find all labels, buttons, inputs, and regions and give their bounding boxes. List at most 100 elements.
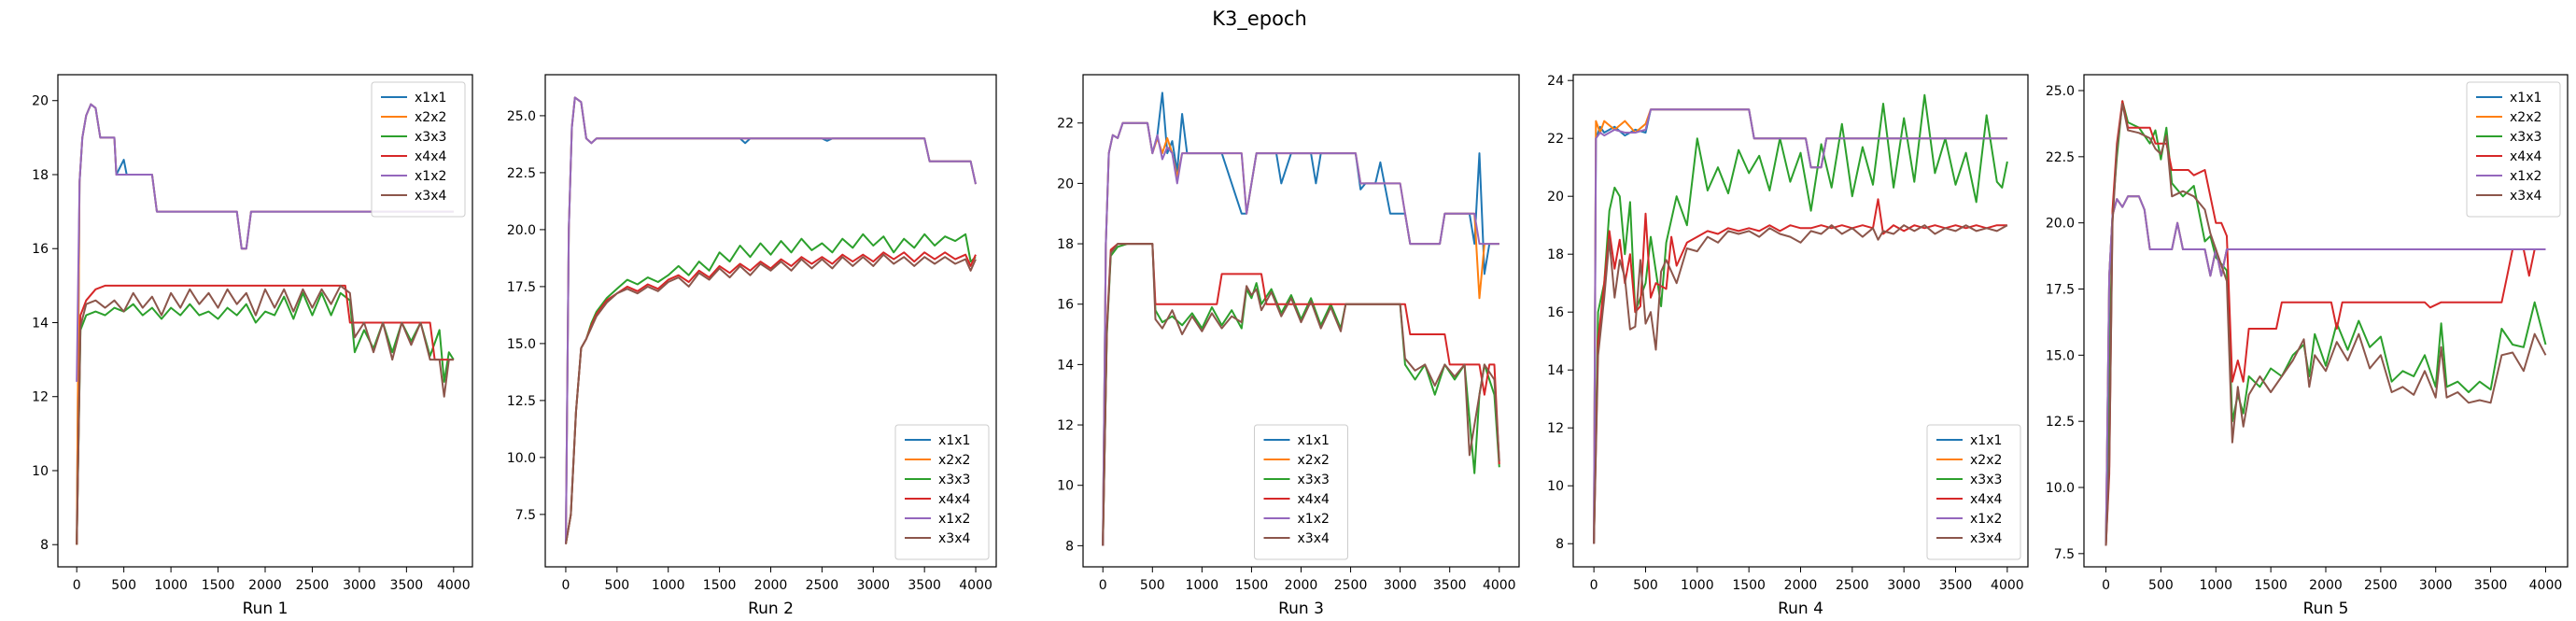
x-axis-label: Run 5 [2303,600,2349,618]
x-tick-label: 2500 [2364,578,2398,593]
legend-label-x3x4: x3x4 [415,189,446,204]
x-tick-label: 4000 [437,578,471,593]
x-tick-label: 2000 [754,578,788,593]
series-line-x3x4 [2104,103,2547,546]
y-tick-label: 12 [1547,421,1564,436]
y-tick-label: 22 [1057,117,1074,132]
y-tick-label: 18 [1057,237,1074,252]
legend-label-x4x4: x4x4 [938,492,970,507]
y-tick-label: 25.0 [507,109,536,124]
x-tick-label: 4000 [959,578,992,593]
legend: x1x1 x2x2 x3x3 x4x4 x1x2 x3x4 [1254,424,1348,560]
y-tick-label: 22.5 [2046,150,2075,165]
series-line-x3x3 [565,233,977,544]
legend-label-x4x4: x4x4 [1298,492,1330,507]
x-tick-label: 2500 [1334,578,1368,593]
x-tick-label: 500 [111,578,136,593]
series-line-x4x4 [1593,198,2007,544]
series-line-x4x4 [76,284,454,545]
series-line-x3x4 [565,253,977,544]
y-tick-label: 12.5 [2046,415,2075,430]
y-tick-label: 22 [1547,132,1564,147]
y-tick-label: 18 [1547,247,1564,262]
x-axis-label: Run 2 [748,600,794,618]
subplot-1: 0 500 1000 1500 2000 2500 3000 3500 4000 8 10 12 14 1… [32,74,473,618]
y-tick-label: 20.0 [507,223,536,238]
legend-label-x4x4: x4x4 [2510,149,2541,164]
subplot-2: 0 500 1000 1500 2000 2500 3000 3500 4000 7.5 10.0 1… [507,74,997,618]
y-tick-label: 15.0 [2046,348,2075,363]
y-tick-label: 16 [1057,298,1074,313]
legend-label-x1x2: x1x2 [415,169,446,184]
legend-label-x3x4: x3x4 [1970,531,2002,546]
x-tick-label: 0 [1590,578,1598,593]
series-line-x1x2 [565,96,977,544]
y-tick-label: 17.5 [507,280,536,295]
x-tick-label: 1500 [2254,578,2287,593]
legend-label-x3x3: x3x3 [1298,473,1330,487]
x-tick-label: 2000 [248,578,282,593]
x-tick-label: 1500 [1235,578,1269,593]
legend-label-x3x3: x3x3 [1970,473,2002,487]
y-tick-label: 20 [32,94,49,109]
y-tick-label: 18 [32,168,49,183]
legend-label-x3x3: x3x3 [2510,130,2541,145]
y-tick-label: 10.0 [507,451,536,466]
series-line-x1x2 [1102,121,1499,546]
subplot-3: 0 500 1000 1500 2000 2500 3000 3500 4000 8 10 12 14 1… [1057,74,1520,618]
x-tick-label: 3500 [908,578,941,593]
y-tick-label: 25.0 [2046,84,2075,99]
x-axis-label: Run 4 [1778,600,1823,618]
x-axis-label: Run 3 [1278,600,1324,618]
legend-label-x1x2: x1x2 [2510,169,2541,184]
y-tick-label: 12 [1057,418,1074,433]
legend-label-x1x2: x1x2 [938,512,970,527]
x-tick-label: 3000 [2419,578,2453,593]
series-line-x3x4 [1102,243,1500,546]
x-tick-label: 500 [604,578,629,593]
x-tick-label: 3000 [343,578,376,593]
y-tick-label: 16 [32,242,49,257]
series-line-x1x2 [76,103,454,382]
x-tick-label: 3500 [1433,578,1467,593]
y-tick-label: 22.5 [507,166,536,181]
x-tick-label: 3000 [1384,578,1417,593]
x-tick-label: 2500 [296,578,330,593]
legend-label-x3x4: x3x4 [938,531,970,546]
y-tick-label: 10 [1057,479,1074,494]
x-tick-label: 500 [1140,578,1165,593]
x-tick-label: 1000 [154,578,188,593]
legend-label-x1x1: x1x1 [1298,433,1330,448]
legend-label-x2x2: x2x2 [415,110,446,125]
y-tick-label: 16 [1547,305,1564,320]
x-tick-label: 3500 [390,578,424,593]
legend: x1x1 x2x2 x3x3 x4x4 x1x2 x3x4 [2466,81,2561,218]
x-tick-label: 4000 [2529,578,2563,593]
subplot-5: 0 500 1000 1500 2000 2500 3000 3500 4000 7.5 10.0 1… [2046,74,2569,618]
legend-label-x3x3: x3x3 [415,130,446,145]
y-tick-label: 7.5 [2054,547,2075,562]
y-tick-label: 12 [32,390,49,405]
legend-label-x1x1: x1x1 [2510,91,2541,106]
x-tick-label: 500 [1633,578,1658,593]
y-tick-label: 20 [1547,190,1564,205]
x-tick-label: 0 [73,578,81,593]
x-tick-label: 3000 [1887,578,1921,593]
x-tick-label: 1500 [202,578,235,593]
x-tick-label: 3500 [1939,578,1973,593]
legend-label-x2x2: x2x2 [1298,453,1330,468]
x-tick-label: 4000 [1483,578,1516,593]
legend-label-x1x1: x1x1 [1970,433,2002,448]
y-tick-label: 17.5 [2046,283,2075,298]
legend-label-x3x4: x3x4 [2510,189,2541,204]
y-tick-label: 20.0 [2046,217,2075,232]
legend-label-x1x2: x1x2 [1970,512,2002,527]
x-tick-label: 2000 [2309,578,2343,593]
x-tick-label: 1500 [1732,578,1766,593]
figure-title: K3_epoch [1212,7,1307,31]
legend-label-x1x2: x1x2 [1298,512,1330,527]
x-tick-label: 0 [2102,578,2110,593]
legend-label-x2x2: x2x2 [1970,453,2002,468]
y-tick-label: 20 [1057,176,1074,191]
legend-label-x4x4: x4x4 [415,149,446,164]
